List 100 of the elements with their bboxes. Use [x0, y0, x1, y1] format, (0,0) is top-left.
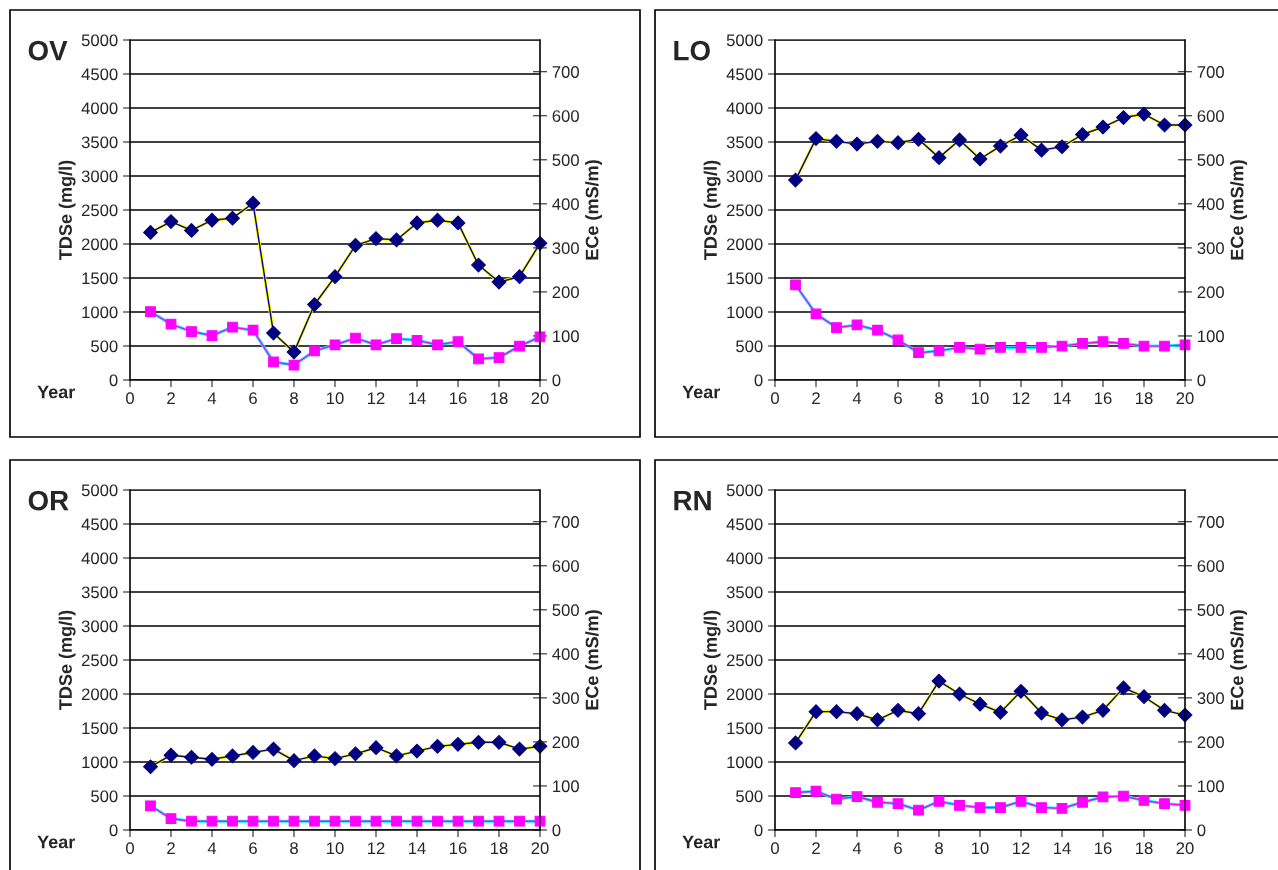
- y2-tick-label: 100: [553, 780, 579, 793]
- x-tick-label: 14: [409, 392, 426, 404]
- y2-tick-label: 500: [552, 154, 579, 166]
- y-tick-label: 0: [109, 824, 118, 837]
- x-axis-title: Year: [37, 385, 76, 399]
- x-tick-label: 8: [935, 392, 943, 405]
- x-tick-label: 20: [1176, 392, 1194, 405]
- y-tick-label: 4500: [81, 68, 118, 81]
- chart-title: LO: [674, 40, 710, 61]
- y2-tick-label: 200: [552, 736, 579, 749]
- y2-tick-label: 700: [552, 66, 579, 78]
- y2-tick-label: 600: [1197, 110, 1224, 122]
- y2-tick-label: 0: [552, 374, 561, 387]
- x-tick-label: 20: [1176, 842, 1194, 855]
- y2-tick-label: 0: [1197, 374, 1206, 387]
- y-tick-label: 3500: [726, 136, 763, 149]
- y-tick-label: 500: [91, 340, 118, 353]
- y-tick-label: 2000: [81, 688, 118, 701]
- y2-tick-label: 200: [552, 286, 579, 299]
- y-axis-title: TDSe (mg/l): [703, 610, 721, 710]
- x-axis-title: Year: [37, 835, 76, 849]
- y-tick-label: 1000: [727, 756, 763, 769]
- y2-tick-label: 500: [1197, 154, 1224, 166]
- x-tick-label: 12: [368, 392, 385, 404]
- x-tick-label: 2: [167, 842, 175, 854]
- y-tick-label: 1500: [82, 722, 118, 735]
- y-tick-label: 4000: [726, 102, 763, 115]
- y2-tick-label: 500: [1197, 604, 1224, 616]
- x-tick-label: 8: [290, 392, 298, 405]
- y-tick-label: 0: [754, 374, 763, 387]
- y-tick-label: 4000: [81, 552, 118, 565]
- x-tick-label: 10: [972, 392, 989, 405]
- y2-axis-title: ECe (mS/m): [585, 160, 602, 260]
- y2-tick-label: 400: [552, 648, 579, 661]
- x-tick-label: 10: [972, 842, 989, 855]
- y-tick-label: 3000: [81, 620, 118, 633]
- y2-tick-label: 600: [1197, 560, 1224, 572]
- y-tick-label: 500: [736, 340, 763, 353]
- x-tick-label: 0: [126, 842, 134, 855]
- y-tick-label: 4500: [81, 518, 118, 531]
- x-tick-label: 2: [167, 392, 175, 404]
- y2-tick-label: 100: [1198, 330, 1224, 343]
- x-tick-label: 18: [491, 392, 508, 405]
- x-tick-label: 16: [450, 842, 467, 855]
- y-tick-label: 4000: [726, 552, 763, 565]
- x-tick-label: 20: [531, 842, 549, 855]
- y-tick-label: 1500: [82, 272, 118, 285]
- y2-tick-label: 0: [552, 824, 561, 837]
- y2-tick-label: 300: [1197, 692, 1224, 705]
- y2-tick-label: 700: [1197, 66, 1224, 78]
- x-tick-label: 0: [126, 392, 134, 405]
- y2-tick-label: 200: [1197, 736, 1224, 749]
- x-tick-label: 6: [249, 392, 257, 405]
- x-tick-label: 4: [207, 392, 217, 404]
- y2-tick-label: 100: [1198, 780, 1224, 793]
- x-tick-label: 12: [1013, 842, 1030, 854]
- x-tick-label: 6: [894, 392, 902, 405]
- y2-tick-label: 600: [552, 110, 579, 122]
- x-tick-label: 4: [852, 392, 862, 404]
- x-tick-label: 4: [207, 842, 217, 854]
- y-tick-label: 2500: [81, 204, 118, 217]
- y-tick-label: 0: [109, 374, 118, 387]
- y-tick-label: 2000: [726, 688, 763, 701]
- y-tick-label: 5000: [726, 484, 763, 497]
- x-tick-label: 18: [1136, 392, 1153, 405]
- chart-title: OV: [28, 40, 68, 61]
- x-tick-label: 2: [812, 392, 820, 404]
- y-tick-label: 2500: [81, 654, 118, 667]
- y-tick-label: 3500: [81, 136, 118, 149]
- y-tick-label: 1500: [727, 272, 763, 285]
- y-tick-label: 1000: [727, 306, 763, 319]
- y-tick-label: 2500: [726, 654, 763, 667]
- x-tick-label: 14: [1054, 392, 1071, 404]
- y-tick-label: 5000: [726, 34, 763, 47]
- y-tick-label: 3500: [81, 586, 118, 599]
- x-tick-label: 18: [1136, 842, 1153, 855]
- y-tick-label: 5000: [81, 484, 118, 497]
- y-axis-title: TDSe (mg/l): [703, 160, 721, 260]
- y2-tick-label: 700: [1197, 516, 1224, 528]
- y-tick-label: 500: [736, 790, 763, 803]
- y2-tick-label: 300: [552, 692, 579, 705]
- y-tick-label: 1500: [727, 722, 763, 735]
- y2-tick-label: 700: [552, 516, 579, 528]
- x-tick-label: 16: [1095, 392, 1112, 405]
- y2-tick-label: 600: [552, 560, 579, 572]
- y-tick-label: 0: [754, 824, 763, 837]
- y-tick-label: 4500: [726, 68, 763, 81]
- y-tick-label: 1000: [82, 756, 118, 769]
- y2-tick-label: 400: [1197, 198, 1224, 211]
- x-tick-label: 0: [771, 392, 779, 405]
- y2-tick-label: 0: [1197, 824, 1206, 837]
- x-tick-label: 12: [1013, 392, 1030, 404]
- y-axis-title: TDSe (mg/l): [58, 160, 76, 260]
- y2-tick-label: 500: [552, 604, 579, 616]
- y-tick-label: 1000: [82, 306, 118, 319]
- x-tick-label: 8: [935, 842, 943, 855]
- x-tick-label: 2: [812, 842, 820, 854]
- x-tick-label: 18: [491, 842, 508, 855]
- y-tick-label: 500: [91, 790, 118, 803]
- y-axis-title: TDSe (mg/l): [58, 610, 76, 710]
